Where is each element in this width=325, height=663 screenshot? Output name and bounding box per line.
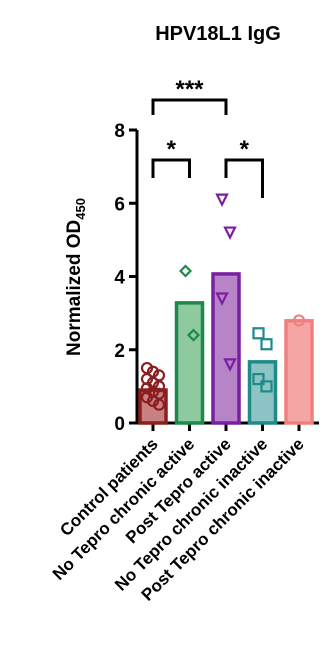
point xyxy=(140,391,154,404)
point xyxy=(215,193,229,208)
y-axis-label: Normalized OD450 xyxy=(64,198,88,356)
point xyxy=(146,394,160,408)
point xyxy=(260,380,273,393)
bar xyxy=(174,301,205,425)
y-tick-label: 0 xyxy=(114,414,125,435)
point xyxy=(186,328,201,342)
y-axis-label-main: Normalized OD xyxy=(64,220,85,356)
y-tick-label: 6 xyxy=(114,194,125,215)
y-tick-label: 2 xyxy=(114,341,125,362)
point xyxy=(252,327,265,340)
point xyxy=(152,398,166,411)
y-axis-label-subscript: 450 xyxy=(73,198,88,220)
bar xyxy=(211,272,241,425)
point xyxy=(215,292,229,306)
significance-label: * xyxy=(167,136,177,163)
point xyxy=(178,264,193,278)
point xyxy=(223,358,237,372)
significance-label: * xyxy=(240,136,250,163)
y-tick-label: 8 xyxy=(114,121,125,142)
chart-title: HPV18L1 IgG xyxy=(155,23,281,45)
point xyxy=(292,314,306,327)
point xyxy=(223,226,237,241)
y-tick-label: 4 xyxy=(114,268,125,289)
significance-label: *** xyxy=(175,76,204,103)
significance-bracket xyxy=(151,158,191,178)
point xyxy=(252,372,265,386)
significance-bracket xyxy=(224,158,264,198)
point xyxy=(260,338,273,351)
significance-bracket xyxy=(151,98,228,115)
bar xyxy=(284,319,314,425)
